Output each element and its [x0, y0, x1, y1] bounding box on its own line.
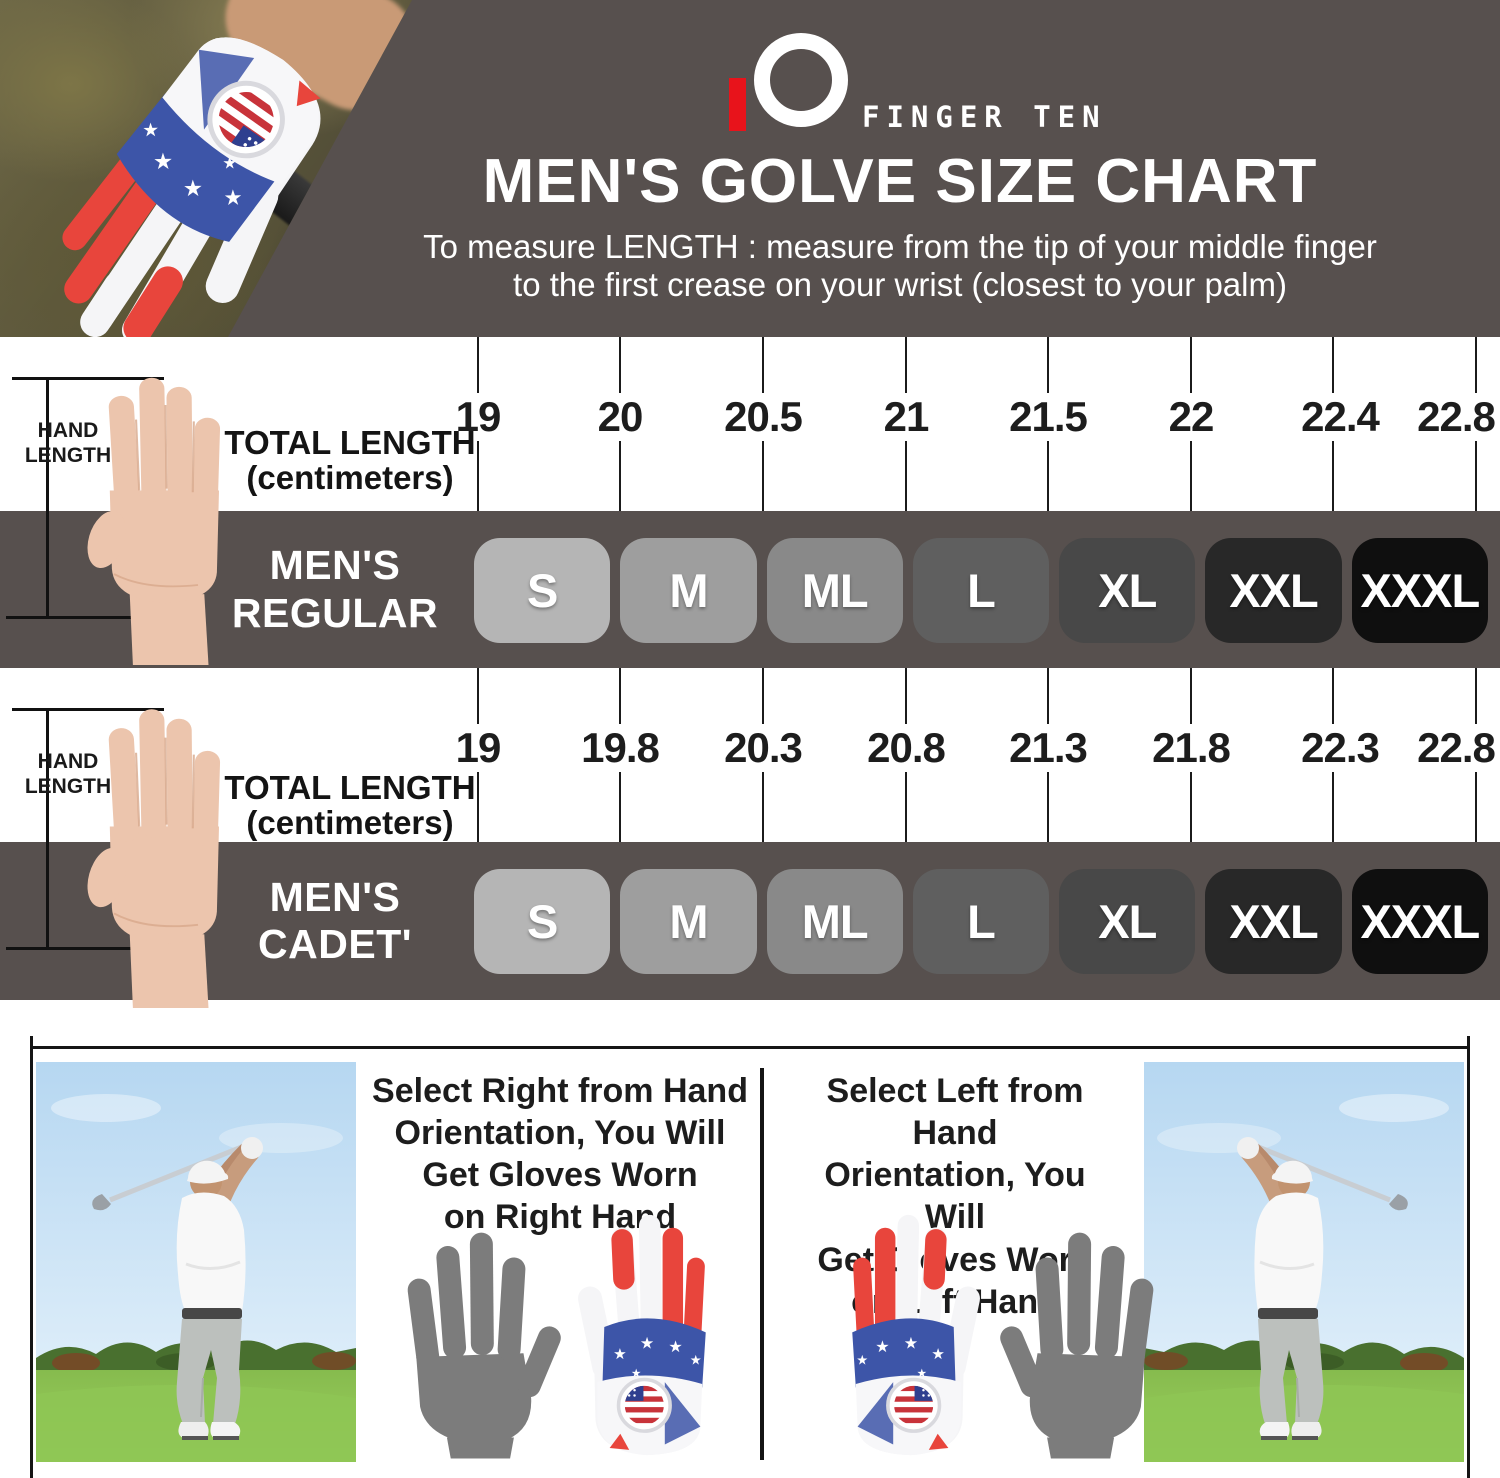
flag-glove-right-hand — [558, 1188, 736, 1466]
axis-label: TOTAL LENGTH (centimeters) — [222, 770, 478, 841]
orientation-text-line: Orientation, You Will — [824, 1156, 1086, 1237]
axis-label: TOTAL LENGTH (centimeters) — [222, 425, 478, 496]
size-box-l: L — [912, 538, 1050, 643]
axis-label-line: (centimeters) — [246, 804, 454, 842]
size-box-ml: ML — [766, 869, 903, 974]
center-divider — [760, 1068, 764, 1460]
measuring-hand-image — [72, 696, 240, 1008]
page-title: MEN'S GOLVE SIZE CHART — [482, 147, 1318, 216]
size-box-ml: ML — [766, 538, 903, 643]
orientation-text-line: Get Gloves Worn — [422, 1156, 698, 1195]
length-value: 19 — [446, 393, 510, 441]
orientation-text-line: on Right Hand — [443, 1198, 677, 1237]
gray-hand-silhouette-right — [396, 1202, 561, 1470]
row-label-mens-regular: MEN'S REGULAR — [165, 511, 505, 668]
length-value: 19 — [446, 724, 510, 772]
length-value: 20.3 — [715, 724, 811, 772]
size-box-s: S — [474, 869, 611, 974]
measure-bracket-bottom — [6, 616, 178, 619]
length-value: 21 — [874, 393, 938, 441]
length-value: 21.8 — [1143, 724, 1239, 772]
axis-label-line: TOTAL LENGTH — [224, 424, 476, 461]
row-label-line: CADET' — [258, 921, 412, 967]
header: FINGER TEN MEN'S GOLVE SIZE CHART To mea… — [0, 0, 1500, 337]
length-value: 21.5 — [1000, 393, 1096, 441]
length-axis-band: 19 20 20.5 21 21.5 22 22.4 22.8 TOTAL LENGTH (c… — [0, 337, 1500, 511]
flag-glove-left-hand — [822, 1188, 1000, 1466]
measure-bracket-bottom — [6, 947, 178, 950]
length-value: 19.8 — [572, 724, 668, 772]
logo-ring-icon — [754, 33, 848, 127]
measuring-instructions: To measure LENGTH : measure from the tip… — [330, 228, 1470, 305]
hand-orientation-section: Select Right from Hand Orientation, You … — [0, 1000, 1500, 1478]
size-box-l: L — [912, 869, 1050, 974]
size-box-xxl: XXL — [1205, 869, 1342, 974]
size-box-s: S — [474, 538, 611, 643]
golfer-photo-right — [1144, 1062, 1464, 1462]
row-label-line: MEN'S — [269, 873, 401, 920]
length-value: 22 — [1159, 393, 1223, 441]
measure-bracket-top — [12, 708, 164, 711]
length-value: 21.3 — [1000, 724, 1096, 772]
measure-bracket-top — [12, 377, 164, 380]
golfer-photo-left — [36, 1062, 356, 1462]
instruction-line: to the first crease on your wrist (close… — [513, 266, 1287, 304]
hand-length-label: HAND LENGTH — [16, 750, 120, 800]
row-label-line: MEN'S — [269, 542, 401, 589]
size-box-xxxl: XXXL — [1351, 869, 1488, 974]
size-boxes-regular: S M ML L XL XXL XXXL — [474, 538, 1488, 643]
cadet-size-chart: 19 19.8 20.3 20.8 21.3 21.8 22.3 22.8 TOTAL LEN… — [0, 668, 1500, 1000]
size-boxes-cadet: S M ML L XL XXL XXXL — [474, 869, 1488, 974]
length-value: 20.5 — [715, 393, 811, 441]
length-value: 22.8 — [1408, 393, 1500, 441]
brand-logo: FINGER TEN — [0, 0, 1500, 140]
measuring-hand-image — [72, 365, 240, 665]
hand-label-line: LENGTH — [24, 443, 112, 467]
length-axis-band: 19 19.8 20.3 20.8 21.3 21.8 22.3 22.8 TOTAL LEN… — [0, 668, 1500, 842]
length-value: 20.8 — [858, 724, 954, 772]
regular-size-chart: 19 20 20.5 21 21.5 22 22.4 22.8 TOTAL LENGTH (c… — [0, 337, 1500, 668]
row-label-mens-cadet: MEN'S CADET' — [165, 842, 505, 1000]
hand-label-line: HAND — [37, 750, 99, 773]
orientation-text-line: Select Left from Hand — [826, 1072, 1084, 1153]
size-box-xl: XL — [1059, 869, 1196, 974]
frame-line-right — [1467, 1036, 1470, 1478]
gray-hand-silhouette-left — [1000, 1202, 1165, 1470]
size-box-xxxl: XXXL — [1351, 538, 1488, 643]
length-value: 22.4 — [1292, 393, 1388, 441]
right-hand-orientation-text: Select Right from Hand Orientation, You … — [365, 1070, 755, 1239]
row-label-line: REGULAR — [231, 589, 439, 636]
frame-line-top — [30, 1046, 1470, 1049]
length-value: 20 — [588, 393, 652, 441]
measure-bracket-vertical — [46, 708, 49, 950]
brand-name: FINGER TEN — [862, 100, 1107, 134]
measure-bracket-vertical — [46, 377, 49, 619]
size-box-m: M — [620, 538, 757, 643]
size-box-xxl: XXL — [1205, 538, 1342, 643]
length-value: 22.8 — [1408, 724, 1500, 772]
length-value: 22.3 — [1292, 724, 1388, 772]
frame-line-left — [30, 1036, 33, 1478]
size-box-m: M — [620, 869, 757, 974]
orientation-text-line: Orientation, You Will — [394, 1114, 726, 1153]
size-box-xl: XL — [1059, 538, 1196, 643]
hand-label-line: LENGTH — [24, 774, 112, 798]
logo-red-bar-icon — [729, 78, 746, 131]
hand-length-label: HAND LENGTH — [16, 419, 120, 469]
orientation-text-line: Select Right from Hand — [372, 1072, 748, 1110]
axis-label-line: (centimeters) — [246, 459, 454, 497]
hand-label-line: HAND — [37, 419, 99, 442]
instruction-line: To measure LENGTH : measure from the tip… — [423, 228, 1377, 265]
axis-label-line: TOTAL LENGTH — [224, 769, 476, 806]
